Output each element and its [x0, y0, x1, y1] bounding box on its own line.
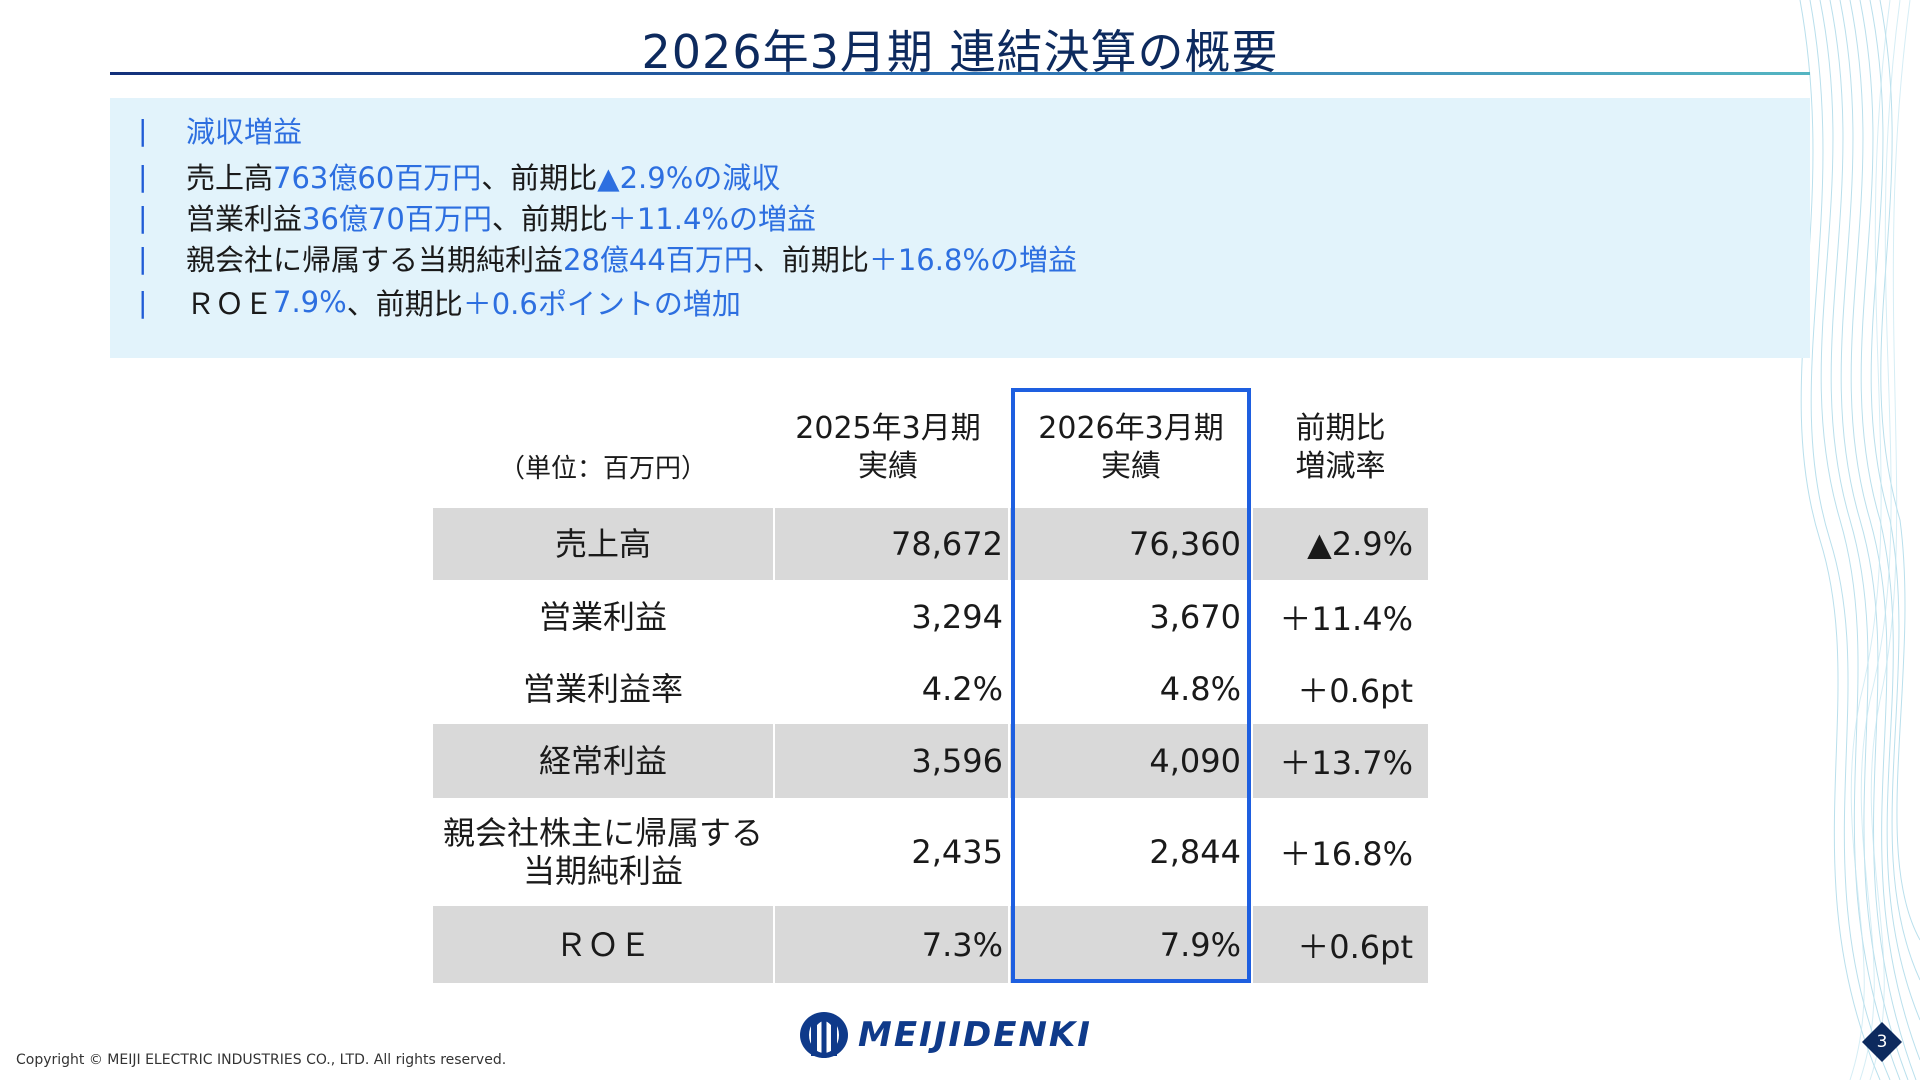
- summary-bullet-marker: |: [138, 285, 148, 319]
- row-label: 営業利益率: [522, 669, 683, 708]
- decorative-wave-lines: [1799, 0, 1920, 1080]
- value-change: ＋16.8%: [1279, 835, 1413, 873]
- value-current: 4,090: [1149, 742, 1241, 780]
- summary-text-segment: 減収増益: [186, 115, 303, 149]
- summary-bullet-marker: |: [138, 241, 148, 275]
- value-change: ＋13.7%: [1279, 744, 1413, 782]
- table-row: 営業利益 3,294 3,670 ＋11.4%: [433, 580, 1428, 653]
- value-prev: 3,294: [911, 597, 1003, 636]
- summary-text-segment: ＋11.4%の増益: [607, 202, 816, 236]
- summary-line: | 親会社に帰属する当期純利益 28億44百万円 、前期比 ＋16.8%の増益: [138, 238, 1077, 278]
- value-current: 7.9%: [1159, 925, 1241, 964]
- table-row: ＲＯＥ 7.3% 7.9% ＋0.6pt: [433, 906, 1428, 983]
- value-prev: 2,435: [911, 833, 1003, 871]
- column-separator: [1008, 724, 1010, 798]
- summary-text-segment: 、前期比: [481, 161, 598, 195]
- column-separator: [1251, 906, 1253, 983]
- value-current: 3,670: [1149, 597, 1241, 636]
- summary-text-segment: 、前期比: [752, 243, 869, 277]
- summary-text-segment: 28億44百万円: [563, 243, 753, 277]
- value-current: 2,844: [1149, 833, 1241, 871]
- summary-text-segment: 、前期比: [491, 202, 608, 236]
- row-label: ＲＯＥ: [554, 925, 651, 964]
- column-separator: [1251, 508, 1253, 580]
- diamond-badge-icon: [1862, 1022, 1902, 1062]
- meiji-logo-mark-icon: [800, 1012, 848, 1058]
- value-change: ＋11.4%: [1279, 599, 1413, 638]
- summary-text-segment: ▲2.9%の減収: [597, 161, 781, 195]
- column-separator: [773, 508, 775, 580]
- summary-text-segment: 売上高: [186, 161, 274, 195]
- summary-line: | 売上高 763億60百万円 、前期比 ▲2.9%の減収: [138, 156, 780, 196]
- summary-text-segment: ＋0.6ポイントの増加: [462, 287, 741, 321]
- copyright-text: Copyright © MEIJI ELECTRIC INDUSTRIES CO…: [16, 1052, 507, 1068]
- summary-text-segment: 親会社に帰属する当期純利益: [186, 243, 564, 277]
- header-change-text: 前期比 増減率: [1295, 411, 1386, 484]
- summary-text-segment: ＲＯＥ: [186, 287, 274, 321]
- summary-bullet-marker: |: [138, 200, 148, 234]
- table-row: 経常利益 3,596 4,090 ＋13.7%: [433, 724, 1428, 798]
- summary-box: | 減収増益 | 売上高 763億60百万円 、前期比 ▲2.9%の減収 | 営業利益 36億70…: [110, 98, 1810, 358]
- summary-line: | 減収増益: [138, 110, 302, 150]
- results-table: （単位：百万円） 2025年3月期 実績 2026年3月期 実績 前期比 増減率…: [433, 388, 1428, 983]
- summary-line: | 営業利益 36億70百万円 、前期比 ＋11.4%の増益: [138, 197, 816, 237]
- value-prev: 7.3%: [921, 925, 1003, 964]
- row-label: 経常利益: [538, 742, 667, 780]
- page-title: 2026年3月期 連結決算の概要: [641, 25, 1279, 79]
- row-label: 親会社株主に帰属する 当期純利益: [442, 814, 763, 890]
- unit-label: （単位：百万円）: [498, 454, 707, 484]
- column-separator: [1008, 508, 1010, 580]
- header-prev-period: 2025年3月期 実績: [773, 410, 1003, 484]
- value-prev: 4.2%: [921, 669, 1003, 708]
- summary-text-segment: 、前期比: [346, 287, 463, 321]
- summary-text-segment: 7.9%: [273, 285, 347, 319]
- value-current: 76,360: [1129, 525, 1241, 563]
- header-prev-text: 2025年3月期 実績: [795, 411, 981, 484]
- page-number: 3: [1876, 1032, 1888, 1052]
- column-separator: [773, 724, 775, 798]
- current-period-highlight: [1011, 388, 1251, 983]
- value-change: ＋0.6pt: [1297, 927, 1413, 966]
- summary-text-segment: 営業利益: [186, 202, 303, 236]
- column-separator: [773, 906, 775, 983]
- row-label: 営業利益: [538, 597, 667, 636]
- logo-wordmark: MEIJIDENKI: [858, 1015, 1092, 1055]
- value-change: ＋0.6pt: [1297, 671, 1413, 710]
- value-prev: 78,672: [891, 525, 1003, 563]
- column-separator: [1251, 724, 1253, 798]
- table-row: 営業利益率 4.2% 4.8% ＋0.6pt: [433, 653, 1428, 724]
- title-underline: [110, 72, 1810, 75]
- value-current: 4.8%: [1159, 669, 1241, 708]
- company-logo: MEIJIDENKI: [798, 1010, 1092, 1060]
- summary-text-segment: 763億60百万円: [273, 161, 482, 195]
- row-label: 売上高: [554, 525, 651, 563]
- header-curr-text: 2026年3月期 実績: [1038, 411, 1224, 484]
- summary-text-segment: ＋16.8%の増益: [868, 243, 1077, 277]
- value-change: ▲2.9%: [1307, 525, 1413, 563]
- column-separator: [1008, 906, 1010, 983]
- header-change-rate: 前期比 増減率: [1253, 410, 1428, 484]
- summary-text-segment: 36億70百万円: [302, 202, 492, 236]
- table-row: 親会社株主に帰属する 当期純利益 2,435 2,844 ＋16.8%: [433, 798, 1428, 906]
- header-current-period: 2026年3月期 実績: [1011, 410, 1251, 484]
- summary-line: | ＲＯＥ 7.9% 、前期比 ＋0.6ポイントの増加: [138, 282, 741, 322]
- summary-bullet-marker: |: [138, 113, 148, 147]
- value-prev: 3,596: [911, 742, 1003, 780]
- summary-bullet-marker: |: [138, 159, 148, 193]
- table-row: 売上高 78,672 76,360 ▲2.9%: [433, 508, 1428, 580]
